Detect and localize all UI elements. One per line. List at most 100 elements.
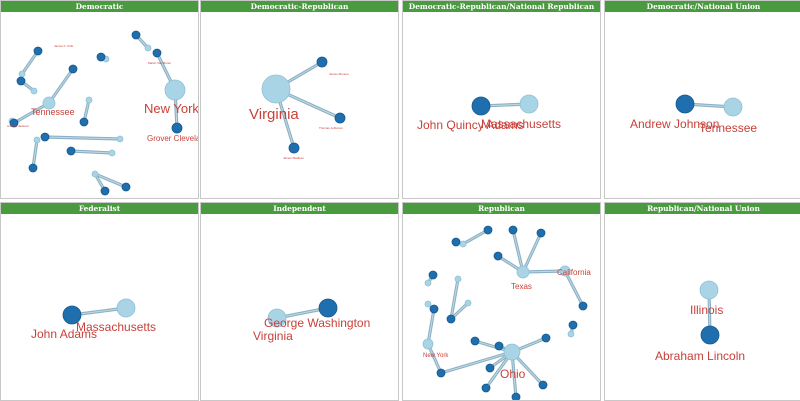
president-node-p8[interactable] xyxy=(511,392,521,401)
state-node-s8[interactable] xyxy=(30,87,38,95)
node-label: John Quincy Adams xyxy=(417,118,524,132)
node-label: Tennessee xyxy=(699,121,757,135)
state-node-s10[interactable] xyxy=(33,136,41,144)
state-node-s5[interactable] xyxy=(459,240,467,248)
node-label: Andrew Jackson xyxy=(7,124,29,128)
panel-title: Republican xyxy=(403,203,600,214)
state-node-s9[interactable] xyxy=(85,96,93,104)
president-node-p3[interactable] xyxy=(288,142,300,154)
president-node-p14[interactable] xyxy=(100,186,110,196)
state-node-s1[interactable] xyxy=(699,280,719,300)
president-node-p2[interactable] xyxy=(334,112,346,124)
panel-title: Democratic/National Union xyxy=(605,1,800,12)
state-node-s6[interactable] xyxy=(424,279,432,287)
state-node-s1[interactable] xyxy=(503,343,521,361)
panel-title: Republican/National Union xyxy=(605,203,800,214)
state-node-s1[interactable] xyxy=(261,74,291,104)
president-node-p18[interactable] xyxy=(451,237,461,247)
state-node-s11[interactable] xyxy=(108,149,116,157)
node-label: New York xyxy=(423,353,449,359)
node-label: James K. Polk xyxy=(54,44,74,48)
state-node-s1[interactable] xyxy=(164,79,186,101)
president-node-p17[interactable] xyxy=(428,270,438,280)
panel-democratic: Democratic New York Tennessee Grover Cleve… xyxy=(0,0,199,199)
state-node-s1[interactable] xyxy=(519,94,539,114)
president-node-p1[interactable] xyxy=(316,56,328,68)
president-node-p1[interactable] xyxy=(483,225,493,235)
network-democratic-republican: Virginia James Monroe Thomas Jefferson Jame… xyxy=(249,56,349,160)
state-node-s2[interactable] xyxy=(422,338,434,350)
president-node-p2[interactable] xyxy=(152,48,162,58)
president-node-p12[interactable] xyxy=(470,336,480,346)
state-node-s2[interactable] xyxy=(42,96,56,110)
president-node-p1[interactable] xyxy=(675,94,695,114)
president-node-p7[interactable] xyxy=(131,30,141,40)
president-node-p4[interactable] xyxy=(33,46,43,56)
node-label: Massachusetts xyxy=(76,320,156,334)
state-node-s10[interactable] xyxy=(567,330,575,338)
president-node-p3[interactable] xyxy=(9,118,19,128)
network-republican: Ohio New York Texas California xyxy=(422,225,591,401)
state-node-s3[interactable] xyxy=(516,265,530,279)
president-node-p6[interactable] xyxy=(436,368,446,378)
president-node-p10[interactable] xyxy=(541,333,551,343)
president-node-p1[interactable] xyxy=(171,122,183,134)
state-node-s8[interactable] xyxy=(464,299,472,307)
president-node-p9[interactable] xyxy=(79,117,89,127)
state-node-s1[interactable] xyxy=(723,97,743,117)
president-node-p8[interactable] xyxy=(96,52,106,62)
president-node-p14[interactable] xyxy=(578,301,588,311)
president-node-p7[interactable] xyxy=(481,383,491,393)
state-node-s1[interactable] xyxy=(116,298,136,318)
president-node-p4[interactable] xyxy=(493,251,503,261)
president-node-p16[interactable] xyxy=(429,304,439,314)
president-node-p2[interactable] xyxy=(508,225,518,235)
node-label: Grover Cleveland xyxy=(147,134,199,143)
node-label: Tennessee xyxy=(31,107,75,117)
node-label: Texas xyxy=(511,282,532,291)
state-node-s7[interactable] xyxy=(144,44,152,52)
node-label: Andrew Johnson xyxy=(630,117,719,131)
node-label: Massachusetts xyxy=(481,117,561,131)
panel-title: Democratic-Republican xyxy=(201,1,398,12)
state-node-s6[interactable] xyxy=(116,135,124,143)
president-node-p1[interactable] xyxy=(318,298,338,318)
state-node-s12[interactable] xyxy=(91,170,99,178)
president-node-p1[interactable] xyxy=(471,96,491,116)
edge-highlight xyxy=(13,102,50,124)
node-label: Ohio xyxy=(500,367,526,381)
edge-highlight xyxy=(70,150,113,154)
edge-highlight xyxy=(427,308,435,345)
president-node-p13[interactable] xyxy=(485,363,495,373)
president-node-p11[interactable] xyxy=(28,163,38,173)
state-node-s4[interactable] xyxy=(559,265,571,277)
president-node-p6[interactable] xyxy=(16,76,26,86)
edge-highlight xyxy=(512,229,524,273)
president-node-p11[interactable] xyxy=(494,341,504,351)
state-node-s7[interactable] xyxy=(454,275,462,283)
panel-title: Democratic-Republican/National Republica… xyxy=(403,1,600,12)
president-node-p13[interactable] xyxy=(121,182,131,192)
president-node-p5[interactable] xyxy=(68,64,78,74)
president-node-p1[interactable] xyxy=(62,305,82,325)
president-node-p12[interactable] xyxy=(66,146,76,156)
state-node-s3[interactable] xyxy=(18,70,26,78)
president-node-p15[interactable] xyxy=(568,320,578,330)
panel-title: Democratic xyxy=(1,1,198,12)
node-label: James Madison xyxy=(283,156,304,160)
president-node-p1[interactable] xyxy=(700,325,720,345)
edge-highlight xyxy=(32,139,38,169)
state-node-s1[interactable] xyxy=(267,308,287,328)
edge-highlight xyxy=(44,136,121,140)
edge-highlight xyxy=(440,351,513,374)
president-node-p5[interactable] xyxy=(446,314,456,324)
node-label: California xyxy=(557,268,591,277)
president-node-p9[interactable] xyxy=(538,380,548,390)
state-node-s9[interactable] xyxy=(424,300,432,308)
president-node-p10[interactable] xyxy=(40,132,50,142)
panel-independent: Independent Virginia George Washington xyxy=(200,202,399,401)
president-node-p3[interactable] xyxy=(536,228,546,238)
node-label: John Adams xyxy=(31,327,97,341)
